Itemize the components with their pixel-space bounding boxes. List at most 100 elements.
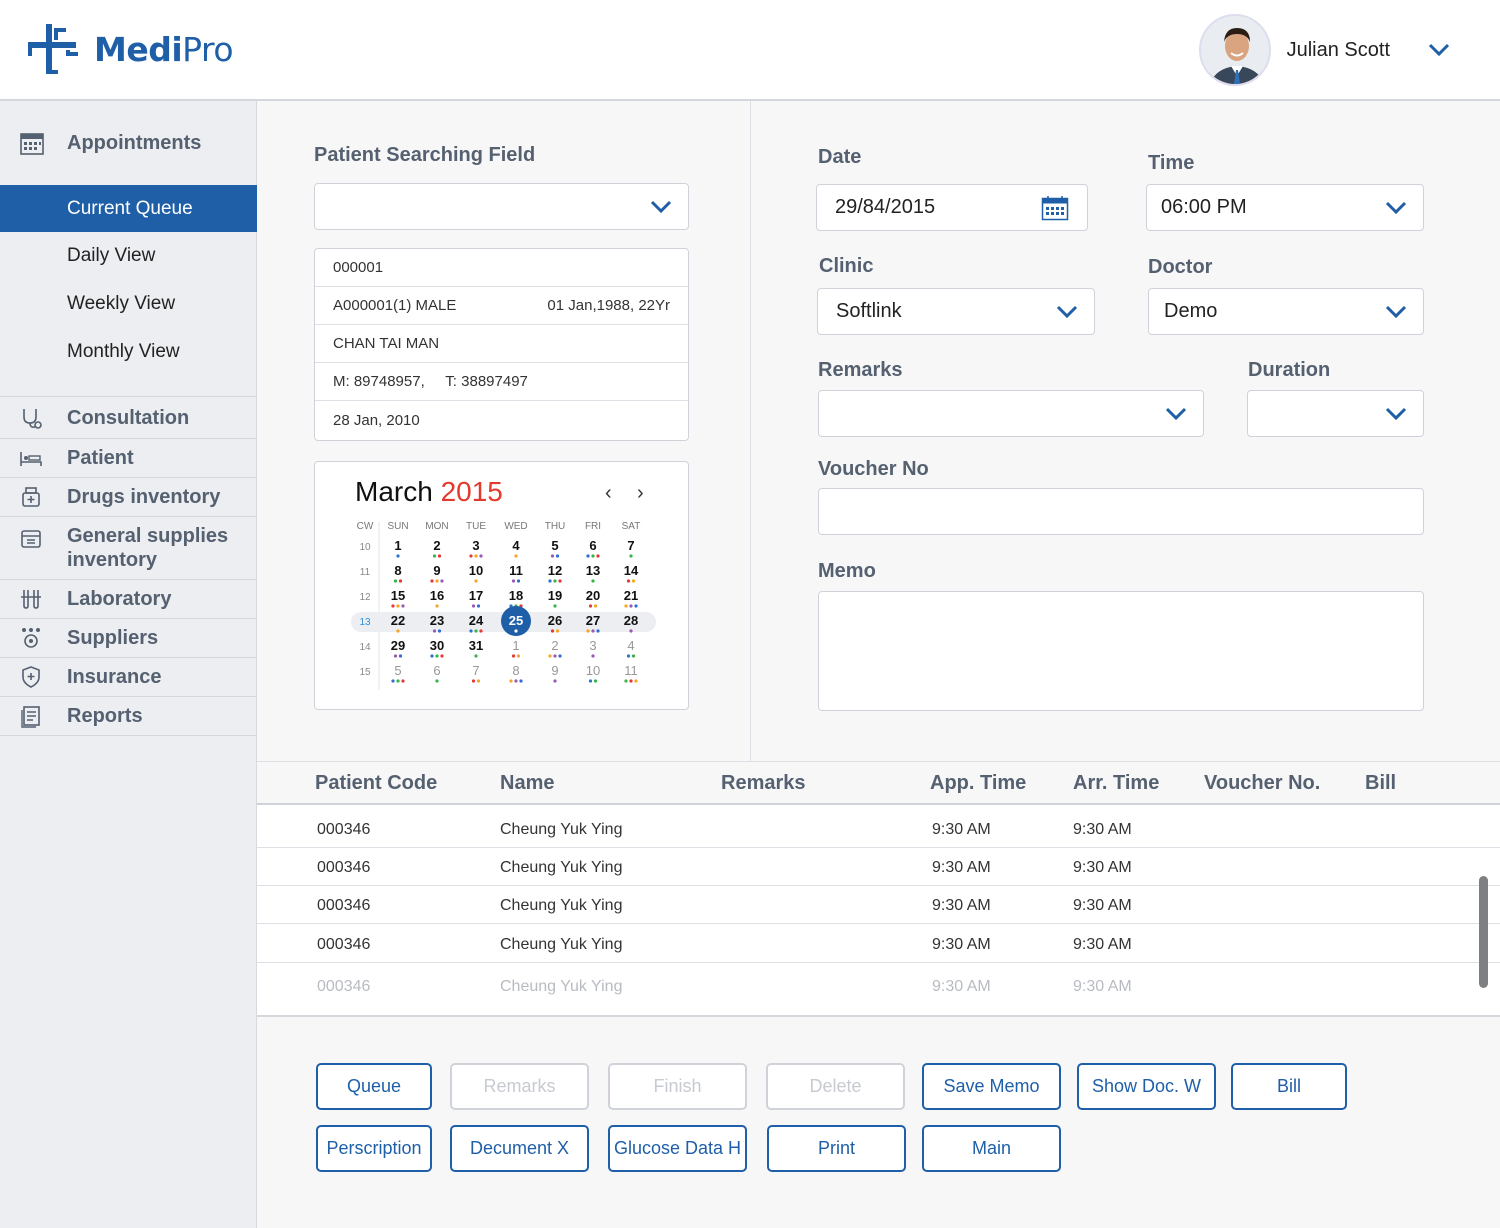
print-button[interactable]: Print bbox=[767, 1125, 906, 1172]
sidebar-sub-weekly-view[interactable]: Weekly View bbox=[67, 293, 176, 314]
calendar-day[interactable]: 1 bbox=[512, 638, 519, 653]
date-field[interactable]: 29/84/2015 bbox=[816, 184, 1088, 231]
calendar-day[interactable]: 31 bbox=[469, 638, 483, 653]
sidebar-item-reports[interactable]: Reports bbox=[0, 697, 257, 736]
main-button[interactable]: Main bbox=[922, 1125, 1061, 1172]
calendar-day[interactable]: 23 bbox=[430, 613, 444, 628]
calendar-day[interactable]: 8 bbox=[394, 563, 401, 578]
calendar-day[interactable]: 21 bbox=[624, 588, 638, 603]
queue-button[interactable]: Queue bbox=[316, 1063, 432, 1110]
calendar-selected-day[interactable] bbox=[501, 606, 531, 636]
table-scrollbar[interactable] bbox=[1479, 876, 1488, 988]
avatar[interactable] bbox=[1198, 14, 1271, 86]
calendar-day[interactable]: 29 bbox=[391, 638, 405, 653]
time-select[interactable]: 06:00 PM bbox=[1146, 184, 1424, 231]
calendar-day[interactable]: 4 bbox=[627, 638, 634, 653]
col-bill[interactable]: Bill bbox=[1365, 772, 1397, 794]
bill-button[interactable]: Bill bbox=[1231, 1063, 1347, 1110]
calendar-day[interactable]: 9 bbox=[551, 663, 558, 678]
table-row[interactable]: 000346 Cheung Yuk Ying 9:30 AM 9:30 AM bbox=[257, 967, 1500, 1005]
calendar-day[interactable]: 7 bbox=[472, 663, 479, 678]
sidebar-item-consultation[interactable]: Consultation bbox=[0, 397, 257, 439]
calendar-day[interactable]: 26 bbox=[548, 613, 562, 628]
sidebar-item-suppliers[interactable]: Suppliers bbox=[0, 619, 257, 658]
calendar-day[interactable]: 5 bbox=[394, 663, 401, 678]
calendar-day[interactable]: 6 bbox=[589, 538, 596, 553]
sidebar-sub-current-queue[interactable]: Current Queue bbox=[0, 185, 257, 232]
delete-button[interactable]: Delete bbox=[766, 1063, 905, 1110]
calendar-next-button[interactable]: › bbox=[637, 482, 644, 504]
table-row[interactable]: 000346 Cheung Yuk Ying 9:30 AM 9:30 AM bbox=[257, 886, 1500, 924]
sidebar-item-patient[interactable]: Patient bbox=[0, 439, 257, 478]
calendar-day[interactable]: 10 bbox=[586, 663, 600, 678]
calendar-day[interactable]: 9 bbox=[433, 563, 440, 578]
document-button[interactable]: Decument X bbox=[450, 1125, 589, 1172]
calendar-day[interactable]: 1 bbox=[394, 538, 401, 553]
col-voucher-no[interactable]: Voucher No. bbox=[1204, 772, 1321, 794]
sidebar-item-drugs-inventory[interactable]: Drugs inventory bbox=[0, 478, 257, 517]
calendar-day[interactable]: 11 bbox=[624, 663, 638, 678]
calendar-day[interactable]: 18 bbox=[509, 588, 523, 603]
chevron-down-icon[interactable] bbox=[1428, 43, 1450, 57]
calendar-day[interactable]: 22 bbox=[391, 613, 405, 628]
table-row[interactable]: 000346 Cheung Yuk Ying 9:30 AM 9:30 AM bbox=[257, 848, 1500, 886]
calendar-prev-button[interactable]: ‹ bbox=[605, 482, 612, 504]
calendar-day[interactable]: 24 bbox=[469, 613, 484, 628]
calendar-day[interactable]: 10 bbox=[469, 563, 483, 578]
sidebar-item-appointments[interactable]: Appointments bbox=[0, 101, 257, 185]
calendar-day[interactable]: 2 bbox=[551, 638, 558, 653]
calendar-day[interactable]: 2 bbox=[433, 538, 440, 553]
finish-button[interactable]: Finish bbox=[608, 1063, 747, 1110]
sidebar-sub-daily-view[interactable]: Daily View bbox=[67, 245, 156, 266]
calendar-day[interactable]: 28 bbox=[624, 613, 638, 628]
calendar-day[interactable]: 14 bbox=[624, 563, 639, 578]
calendar-day[interactable]: 27 bbox=[586, 613, 600, 628]
col-app-time[interactable]: App. Time bbox=[930, 772, 1027, 794]
remarks-select[interactable] bbox=[818, 390, 1204, 437]
calendar-day[interactable]: 5 bbox=[551, 538, 558, 553]
show-doc-button[interactable]: Show Doc. W bbox=[1077, 1063, 1216, 1110]
calendar-day[interactable]: 20 bbox=[586, 588, 600, 603]
patient-name: CHAN TAI MAN bbox=[333, 335, 440, 352]
calendar-day[interactable]: 8 bbox=[512, 663, 519, 678]
calendar-day[interactable]: 6 bbox=[433, 663, 440, 678]
sidebar-item-general-supplies[interactable]: General supplies inventory bbox=[0, 517, 257, 580]
calendar-event-dot bbox=[634, 679, 638, 683]
clinic-select[interactable]: Softlink bbox=[817, 288, 1095, 335]
col-patient-code[interactable]: Patient Code bbox=[315, 772, 438, 794]
table-row[interactable]: 000346 Cheung Yuk Ying 9:30 AM 9:30 AM bbox=[257, 925, 1500, 963]
calendar-day[interactable]: 30 bbox=[430, 638, 444, 653]
glucose-data-button[interactable]: Glucose Data H bbox=[608, 1125, 747, 1172]
logo[interactable]: MediPro bbox=[26, 22, 234, 76]
col-name[interactable]: Name bbox=[500, 772, 555, 794]
patient-search-select[interactable] bbox=[314, 183, 689, 230]
voucher-input[interactable] bbox=[818, 488, 1424, 535]
memo-textarea[interactable] bbox=[818, 591, 1424, 711]
sidebar-item-insurance[interactable]: Insurance bbox=[0, 658, 257, 697]
duration-select[interactable] bbox=[1247, 390, 1424, 437]
save-memo-button[interactable]: Save Memo bbox=[922, 1063, 1061, 1110]
sidebar-item-laboratory[interactable]: Laboratory bbox=[0, 580, 257, 619]
col-arr-time[interactable]: Arr. Time bbox=[1073, 772, 1160, 794]
calendar-day[interactable]: 16 bbox=[430, 588, 444, 603]
user-menu[interactable]: Julian Scott bbox=[1198, 14, 1450, 86]
calendar-day[interactable]: 7 bbox=[627, 538, 634, 553]
doctor-select[interactable]: Demo bbox=[1148, 288, 1424, 335]
col-remarks[interactable]: Remarks bbox=[721, 772, 806, 794]
calendar-day[interactable]: 4 bbox=[512, 538, 520, 553]
remarks-button[interactable]: Remarks bbox=[450, 1063, 589, 1110]
calendar-event-dot bbox=[393, 579, 398, 583]
calendar-day[interactable]: 12 bbox=[548, 563, 562, 578]
calendar-day[interactable]: 17 bbox=[469, 588, 483, 603]
table-row[interactable]: 000346 Cheung Yuk Ying 9:30 AM 9:30 AM bbox=[257, 810, 1500, 848]
calendar-day[interactable]: 13 bbox=[586, 563, 600, 578]
calendar-day[interactable]: 11 bbox=[509, 563, 523, 578]
calendar-day[interactable]: 15 bbox=[391, 588, 405, 603]
prescription-button[interactable]: Perscription bbox=[316, 1125, 432, 1172]
calendar-day[interactable]: 3 bbox=[472, 538, 479, 553]
calendar-day[interactable]: 3 bbox=[589, 638, 596, 653]
sidebar-sub-monthly-view[interactable]: Monthly View bbox=[67, 341, 180, 362]
calendar-day[interactable]: 25 bbox=[509, 613, 523, 628]
calendar-day[interactable]: 19 bbox=[548, 588, 562, 603]
calendar-icon[interactable] bbox=[1041, 195, 1069, 221]
